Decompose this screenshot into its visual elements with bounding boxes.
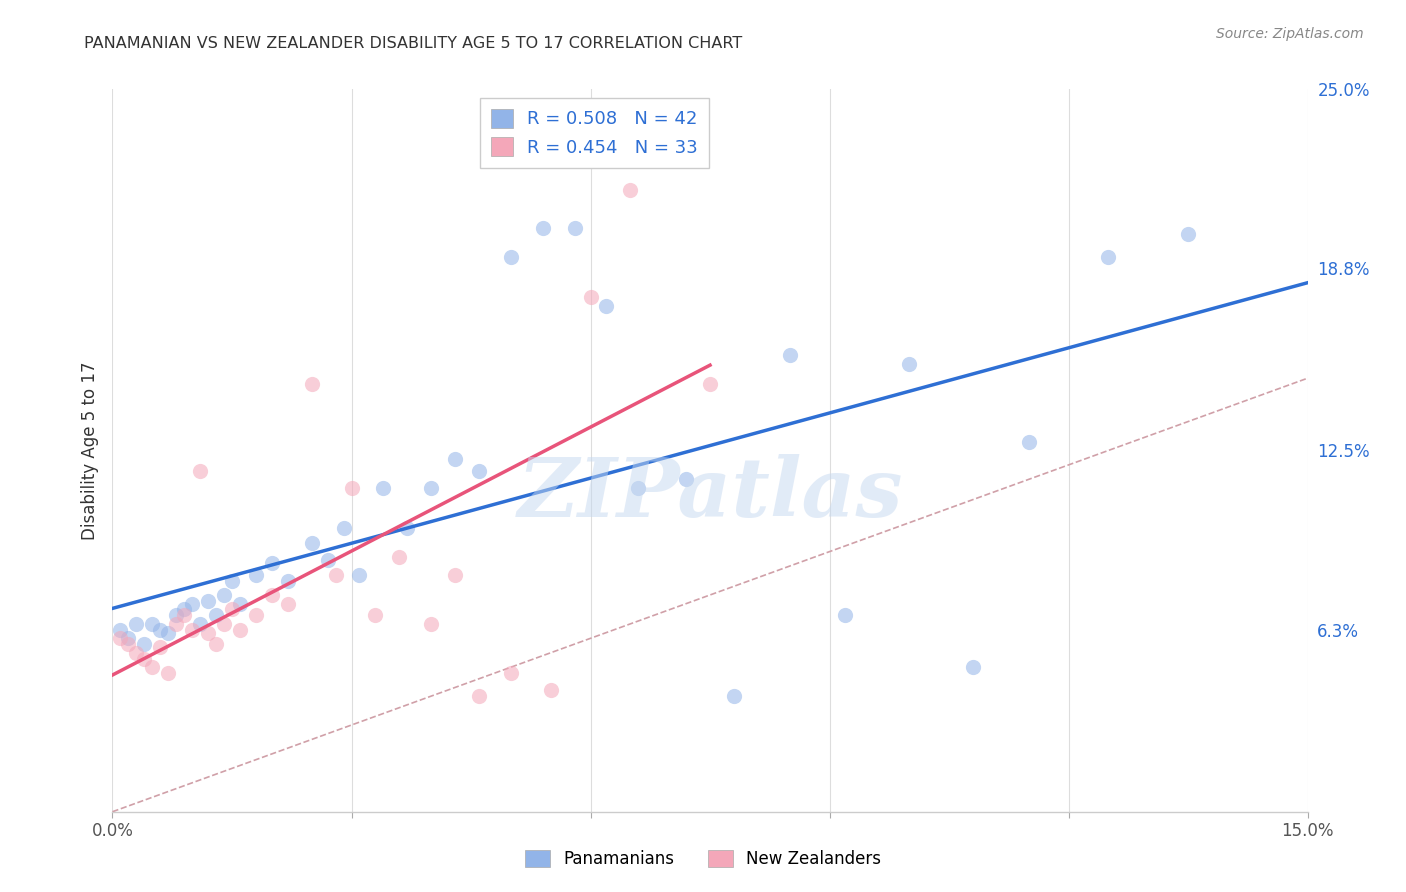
Point xyxy=(373,481,395,495)
Point xyxy=(173,602,195,616)
Point xyxy=(173,608,195,623)
Point xyxy=(188,464,211,478)
Point xyxy=(260,588,283,602)
Point xyxy=(619,183,641,197)
Point xyxy=(349,567,371,582)
Point xyxy=(181,623,204,637)
Text: PANAMANIAN VS NEW ZEALANDER DISABILITY AGE 5 TO 17 CORRELATION CHART: PANAMANIAN VS NEW ZEALANDER DISABILITY A… xyxy=(84,36,742,51)
Point xyxy=(277,597,299,611)
Point xyxy=(277,574,299,588)
Point xyxy=(221,602,243,616)
Point xyxy=(531,221,554,235)
Legend: R = 0.508   N = 42, R = 0.454   N = 33: R = 0.508 N = 42, R = 0.454 N = 33 xyxy=(479,98,709,168)
Point xyxy=(962,660,984,674)
Point xyxy=(197,625,219,640)
Point xyxy=(420,616,443,631)
Point xyxy=(212,588,235,602)
Point xyxy=(340,481,363,495)
Point xyxy=(134,651,156,665)
Point xyxy=(141,660,163,674)
Point xyxy=(125,646,148,660)
Point xyxy=(197,593,219,607)
Point xyxy=(332,521,354,535)
Point xyxy=(325,567,347,582)
Point xyxy=(499,250,522,264)
Point xyxy=(212,616,235,631)
Point xyxy=(205,608,228,623)
Point xyxy=(301,376,323,391)
Text: Source: ZipAtlas.com: Source: ZipAtlas.com xyxy=(1216,27,1364,41)
Point xyxy=(125,616,148,631)
Point xyxy=(316,553,339,567)
Point xyxy=(723,689,745,703)
Point xyxy=(110,632,132,646)
Point xyxy=(229,623,252,637)
Point xyxy=(396,521,419,535)
Point xyxy=(595,299,617,313)
Point xyxy=(1018,434,1040,449)
Point xyxy=(388,550,411,565)
Point xyxy=(110,623,132,637)
Point xyxy=(540,683,562,698)
Point xyxy=(627,481,650,495)
Point xyxy=(420,481,443,495)
Point xyxy=(779,348,801,362)
Point xyxy=(834,608,856,623)
Point xyxy=(468,689,491,703)
Point xyxy=(141,616,163,631)
Point xyxy=(245,567,267,582)
Point xyxy=(117,637,139,651)
Text: ZIPatlas: ZIPatlas xyxy=(517,454,903,533)
Point xyxy=(229,597,252,611)
Point xyxy=(699,376,721,391)
Point xyxy=(364,608,387,623)
Point xyxy=(1177,227,1199,241)
Point xyxy=(165,608,187,623)
Point xyxy=(659,126,682,140)
Point xyxy=(245,608,267,623)
Point xyxy=(157,625,180,640)
Point xyxy=(117,632,139,646)
Point xyxy=(898,357,921,371)
Point xyxy=(564,221,586,235)
Legend: Panamanians, New Zealanders: Panamanians, New Zealanders xyxy=(519,843,887,875)
Point xyxy=(444,452,467,467)
Y-axis label: Disability Age 5 to 17: Disability Age 5 to 17 xyxy=(80,361,98,540)
Point xyxy=(221,574,243,588)
Point xyxy=(468,464,491,478)
Point xyxy=(188,616,211,631)
Point xyxy=(149,640,172,654)
Point xyxy=(579,290,602,304)
Point xyxy=(165,616,187,631)
Point xyxy=(205,637,228,651)
Point xyxy=(444,567,467,582)
Point xyxy=(499,665,522,680)
Point xyxy=(134,637,156,651)
Point xyxy=(181,597,204,611)
Point xyxy=(675,472,697,486)
Point xyxy=(301,536,323,550)
Point xyxy=(1097,250,1119,264)
Point xyxy=(157,665,180,680)
Point xyxy=(149,623,172,637)
Point xyxy=(260,556,283,570)
